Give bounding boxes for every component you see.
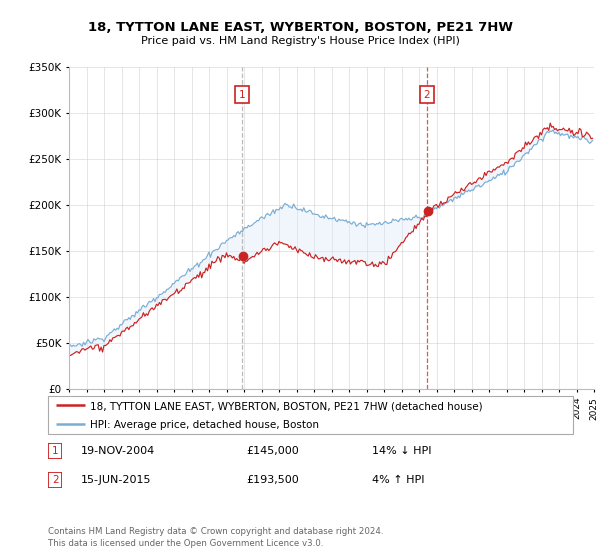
Text: 4% ↑ HPI: 4% ↑ HPI: [372, 475, 425, 485]
Text: 14% ↓ HPI: 14% ↓ HPI: [372, 446, 431, 456]
FancyBboxPatch shape: [48, 443, 62, 459]
Text: £145,000: £145,000: [246, 446, 299, 456]
Text: 19-NOV-2004: 19-NOV-2004: [81, 446, 155, 456]
Text: 1: 1: [239, 90, 245, 100]
Text: HPI: Average price, detached house, Boston: HPI: Average price, detached house, Bost…: [90, 420, 319, 430]
Text: 2: 2: [424, 90, 430, 100]
Text: 2: 2: [52, 475, 58, 485]
Text: 1: 1: [52, 446, 58, 456]
Text: Contains HM Land Registry data © Crown copyright and database right 2024.
This d: Contains HM Land Registry data © Crown c…: [48, 527, 383, 548]
Text: 18, TYTTON LANE EAST, WYBERTON, BOSTON, PE21 7HW: 18, TYTTON LANE EAST, WYBERTON, BOSTON, …: [88, 21, 512, 34]
Text: 18, TYTTON LANE EAST, WYBERTON, BOSTON, PE21 7HW (detached house): 18, TYTTON LANE EAST, WYBERTON, BOSTON, …: [90, 401, 482, 411]
FancyBboxPatch shape: [48, 472, 62, 488]
Text: £193,500: £193,500: [246, 475, 299, 485]
FancyBboxPatch shape: [48, 396, 573, 434]
Text: 15-JUN-2015: 15-JUN-2015: [81, 475, 151, 485]
Text: Price paid vs. HM Land Registry's House Price Index (HPI): Price paid vs. HM Land Registry's House …: [140, 36, 460, 46]
